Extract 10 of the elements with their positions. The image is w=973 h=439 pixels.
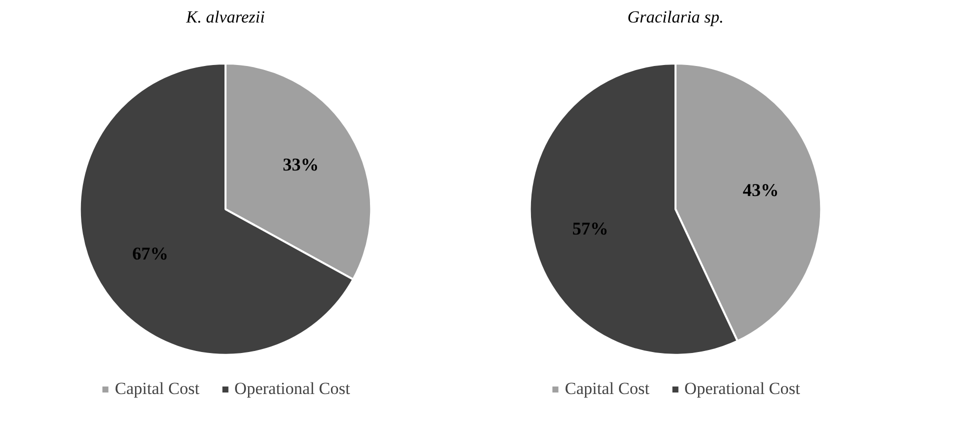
legend-label: Capital Cost bbox=[564, 379, 650, 399]
data-label: 33% bbox=[282, 154, 319, 175]
legend-label: Operational Cost bbox=[684, 379, 800, 399]
data-label: 67% bbox=[132, 244, 168, 264]
chart-title: Gracilaria sp. bbox=[627, 8, 724, 26]
legend-label: Capital Cost bbox=[114, 379, 200, 399]
data-label: 57% bbox=[572, 218, 608, 238]
data-label: 43% bbox=[742, 180, 779, 200]
legend-label: Operational Cost bbox=[234, 379, 350, 399]
chart-title: K. alvarezii bbox=[185, 8, 266, 26]
